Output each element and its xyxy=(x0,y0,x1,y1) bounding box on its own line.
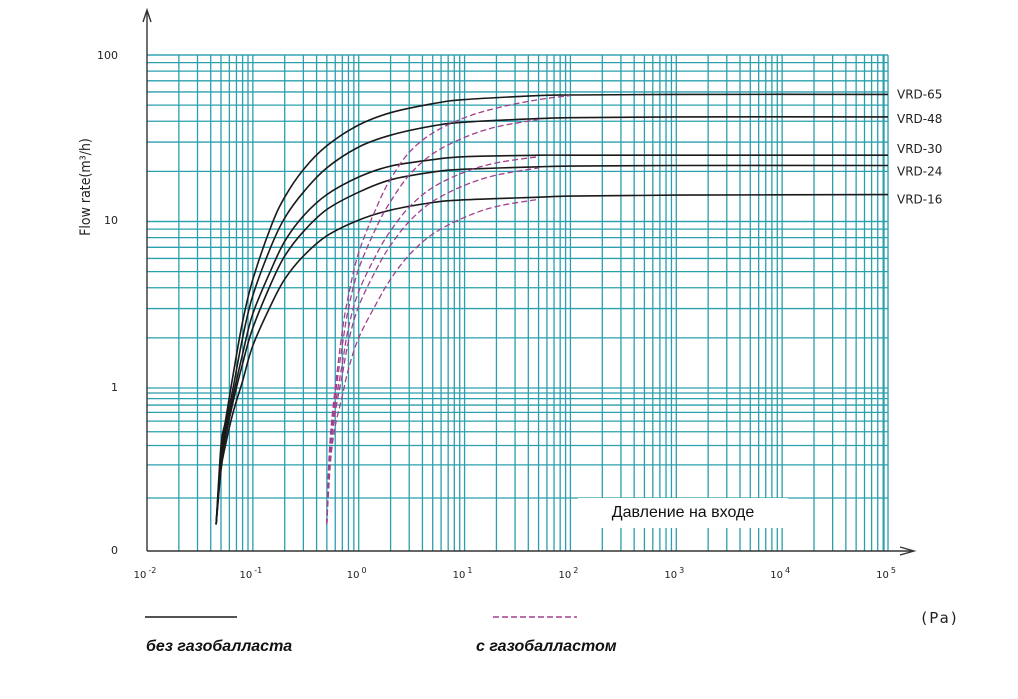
y-tick-label: 1 xyxy=(111,381,118,394)
series-label: VRD-48 xyxy=(897,112,942,126)
series-label: VRD-16 xyxy=(897,193,942,207)
series-dashed-vrd-30 xyxy=(326,156,539,525)
series-dashed-vrd-16 xyxy=(326,198,539,525)
x-tick-label: 10 2 xyxy=(559,566,579,581)
series-label: VRD-30 xyxy=(897,142,942,156)
legend-label-solid: без газобалласта xyxy=(146,638,293,655)
series-solid-vrd-24 xyxy=(215,164,889,525)
x-tick-label: 10 -1 xyxy=(239,566,262,581)
series-lines xyxy=(215,93,889,525)
series-solid-vrd-30 xyxy=(215,154,888,525)
y-tick-label: 100 xyxy=(97,49,118,62)
x-axis-label: Давление на входе xyxy=(578,498,788,528)
series-solid-vrd-65 xyxy=(215,93,889,525)
x-tick-label: 10 -2 xyxy=(134,566,157,581)
series-label: VRD-65 xyxy=(897,87,942,101)
labels: 10 -2 10 -1 10 0 10 1 10 2 10 3 10 4 10 5 0 1 10 100 Flow ra… xyxy=(78,49,958,627)
x-tick-label: 10 3 xyxy=(664,566,684,581)
x-tick-label: 10 4 xyxy=(770,566,790,581)
x-unit-label: (Pa) xyxy=(921,609,958,627)
x-tick-label: 10 1 xyxy=(453,566,473,581)
series-solid-vrd-48 xyxy=(215,116,889,525)
series-solid-vrd-16 xyxy=(215,193,889,525)
y-tick-label: 10 xyxy=(104,214,118,227)
series-dashed-vrd-24 xyxy=(326,167,539,525)
series-label: VRD-24 xyxy=(897,164,942,178)
y-axis-title: Flow rate(m³/h) xyxy=(78,138,94,236)
x-tick-label: 10 5 xyxy=(876,566,896,581)
x-axis-arrow xyxy=(899,546,917,556)
legend-label-dashed: с газобалластом xyxy=(476,638,617,655)
y-tick-label: 0 xyxy=(111,544,118,557)
x-tick-label: 10 0 xyxy=(347,566,367,581)
axes xyxy=(142,7,917,556)
y-axis-arrow xyxy=(142,7,152,23)
grid xyxy=(147,54,889,551)
